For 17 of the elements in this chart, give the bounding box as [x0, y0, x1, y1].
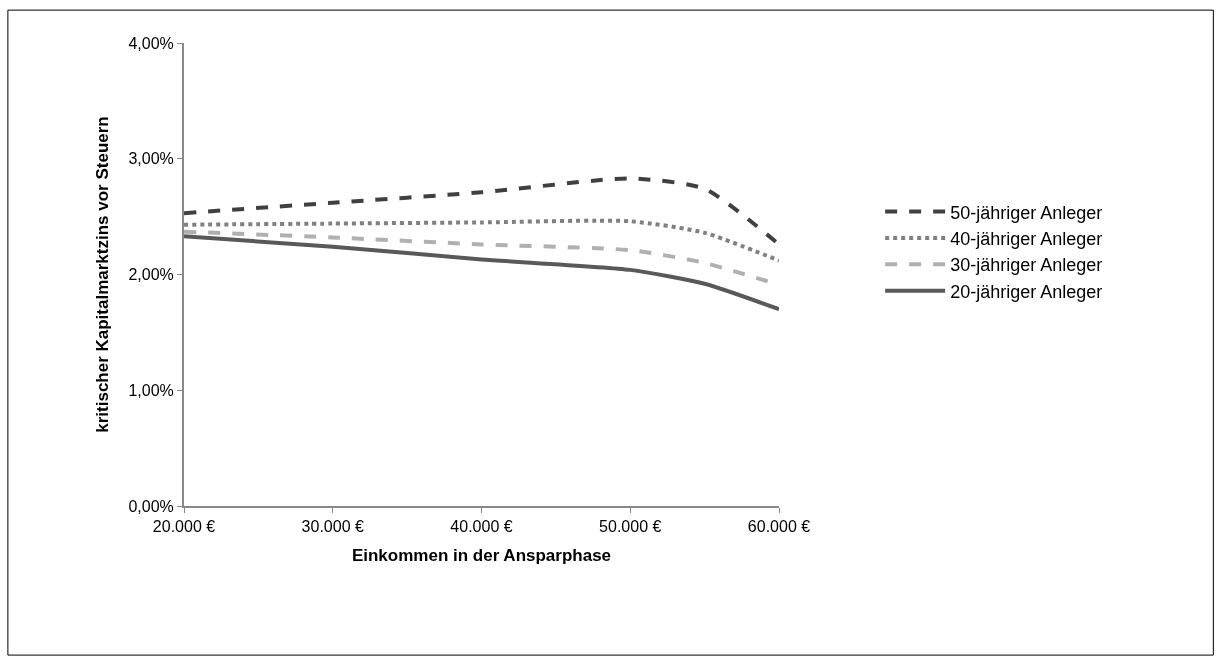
x-axis-title: Einkommen in der Ansparphase — [351, 546, 612, 566]
legend-label: 40-jähriger Anleger — [950, 228, 1103, 249]
line-series — [184, 234, 779, 312]
x-tick-label: 30.000 € — [301, 518, 364, 536]
x-tick-label: 50.000 € — [599, 518, 662, 536]
y-tick-label: 3,00% — [128, 150, 174, 168]
legend-label: 20-jähriger Anleger — [950, 281, 1103, 302]
x-tick-label: 20.000 € — [152, 518, 216, 536]
y-tick-label: 1,00% — [128, 381, 174, 399]
y-tick-label: 2,00% — [128, 266, 174, 284]
y-tick-label: 4,00% — [128, 34, 174, 52]
legend-label: 30-jähriger Anleger — [950, 255, 1103, 276]
x-tick-label: 60.000 € — [747, 518, 811, 536]
legend-label: 50-jähriger Anleger — [950, 202, 1103, 223]
y-axis-title: kritischer Kapitalmarktzins vor Steuern — [93, 116, 113, 433]
y-tick-label: 0,00% — [128, 497, 174, 515]
x-tick-label: 40.000 € — [450, 518, 513, 536]
